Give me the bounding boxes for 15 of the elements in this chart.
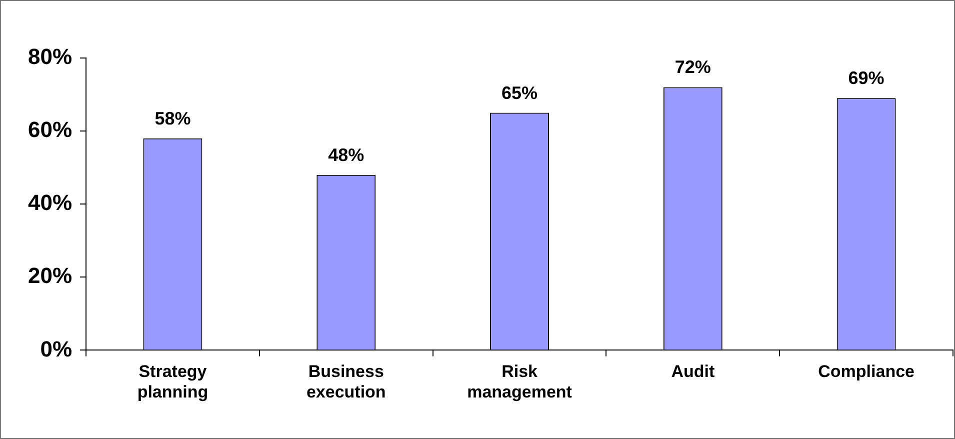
data-label: 48% — [328, 144, 364, 165]
y-tick-label: 0% — [40, 336, 72, 362]
y-tick-label: 20% — [28, 263, 72, 288]
data-label: 65% — [502, 82, 538, 103]
x-tick-label: Business execution — [306, 362, 386, 402]
y-tick-label: 80% — [28, 44, 72, 70]
data-label: 58% — [154, 108, 191, 128]
y-tick-label: 60% — [28, 117, 72, 142]
x-tick-label: Audit — [671, 362, 715, 382]
x-tick-label: Risk management — [467, 362, 572, 402]
x-tick-label: Strategy planning — [137, 362, 208, 402]
y-tick-label: 40% — [28, 190, 72, 216]
x-tick-label: Compliance — [818, 362, 914, 382]
data-label: 69% — [848, 68, 884, 88]
data-label: 72% — [674, 57, 711, 78]
